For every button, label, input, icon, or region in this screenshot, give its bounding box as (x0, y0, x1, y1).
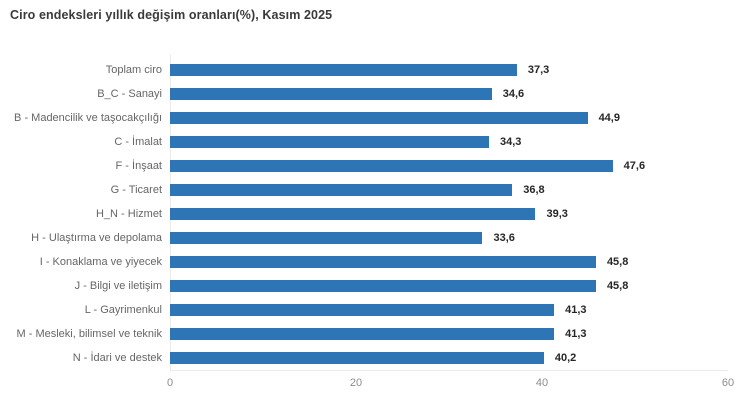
bar (170, 112, 588, 124)
value-label: 47,6 (623, 160, 646, 172)
value-label: 36,8 (523, 184, 545, 196)
bar-row: G - Ticaret 36,8 (0, 178, 728, 202)
value-label: 41,3 (565, 304, 587, 316)
bar-track: 40,2 (170, 346, 728, 370)
category-label: N - İdari ve destek (72, 352, 162, 364)
bar (170, 160, 613, 172)
bar-row: F - İnşaat 47,6 (0, 154, 728, 178)
bar (170, 328, 555, 340)
bar-row: C - İmalat 34,3 (0, 130, 728, 154)
bar-row: M - Mesleki, bilimsel ve teknik 41,3 (0, 322, 728, 346)
x-tick-label: 0 (166, 377, 174, 389)
bar-track: 47,6 (170, 154, 728, 178)
bar-row: L - Gayrimenkul 41,3 (0, 298, 728, 322)
bar-row: B - Madencilik ve taşocakçılığı 44,9 (0, 106, 728, 130)
value-label: 37,3 (527, 64, 550, 76)
bar-row: Toplam ciro 37,3 (0, 58, 728, 82)
value-label: 45,8 (606, 280, 629, 292)
chart-title: Ciro endeksleri yıllık değişim oranları(… (10, 8, 333, 22)
bar-track: 39,3 (170, 202, 728, 226)
bar-track: 41,3 (170, 322, 728, 346)
bar (170, 64, 517, 76)
bar-row: H_N - Hizmet 39,3 (0, 202, 728, 226)
bar (170, 208, 536, 220)
bar-row: J - Bilgi ve iletişim 45,8 (0, 274, 728, 298)
category-label: G - Ticaret (110, 184, 162, 196)
bar-row: B_C - Sanayi 34,6 (0, 82, 728, 106)
value-label: 34,6 (502, 88, 525, 100)
bar-track: 41,3 (170, 298, 728, 322)
bar (170, 88, 492, 100)
bar-track: 33,6 (170, 226, 728, 250)
bar (170, 352, 544, 364)
category-label: B - Madencilik ve taşocakçılığı (14, 112, 162, 124)
x-tick-label: 40 (535, 377, 549, 389)
value-label: 33,6 (493, 232, 515, 244)
category-label: B_C - Sanayi (97, 88, 162, 100)
bar (170, 136, 489, 148)
x-axis-ticks: 0 20 40 60 (166, 377, 734, 393)
category-label: M - Mesleki, bilimsel ve teknik (16, 328, 162, 340)
value-label: 34,3 (499, 136, 522, 148)
value-label: 44,9 (598, 112, 620, 124)
bar-track: 45,8 (170, 250, 728, 274)
bar (170, 256, 596, 268)
value-label: 39,3 (546, 208, 568, 220)
bar-row: I - Konaklama ve yiyecek 45,8 (0, 250, 728, 274)
bar (170, 280, 596, 292)
category-label: C - İmalat (114, 136, 162, 148)
value-label: 45,8 (606, 256, 629, 268)
x-tick-label: 20 (349, 377, 363, 389)
category-label: H_N - Hizmet (95, 208, 162, 220)
bar-track: 36,8 (170, 178, 728, 202)
bar-rows-container: Toplam ciro 37,3 B_C - Sanayi 34,6 B - Maden… (0, 58, 728, 370)
value-label: 41,3 (565, 328, 587, 340)
bar-track: 44,9 (170, 106, 728, 130)
bar-row: N - İdari ve destek 40,2 (0, 346, 728, 370)
bar (170, 304, 555, 316)
category-label: J - Bilgi ve iletişim (74, 280, 162, 292)
bar (170, 184, 513, 196)
bar-row: H - Ulaştırma ve depolama 33,6 (0, 226, 728, 250)
bar (170, 232, 483, 244)
value-label: 40,2 (554, 352, 577, 364)
category-label: F - İnşaat (115, 160, 162, 172)
bar-track: 34,3 (170, 130, 728, 154)
category-label: Toplam ciro (105, 64, 162, 76)
bar-track: 34,6 (170, 82, 728, 106)
category-label: I - Konaklama ve yiyecek (39, 256, 162, 268)
category-label: H - Ulaştırma ve depolama (31, 232, 162, 244)
x-axis-line (170, 370, 728, 371)
x-tick-label: 60 (721, 377, 735, 389)
category-label: L - Gayrimenkul (84, 304, 162, 316)
bar-track: 45,8 (170, 274, 728, 298)
bar-track: 37,3 (170, 58, 728, 82)
